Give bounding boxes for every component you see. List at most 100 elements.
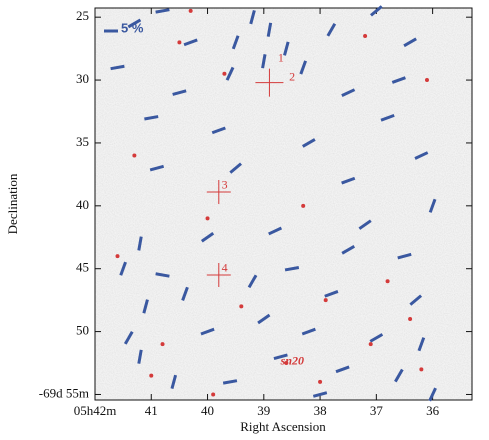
polarization-vector <box>123 331 134 345</box>
red-dot <box>318 379 323 384</box>
red-dot <box>177 40 182 45</box>
polarization-vector <box>229 162 242 174</box>
y-axis-label: Declination <box>5 173 20 234</box>
red-dot <box>160 342 165 347</box>
image-noise <box>95 8 472 400</box>
polarization-vector <box>301 327 316 336</box>
polarization-vector <box>183 38 198 47</box>
x-axis-label: Right Ascension <box>240 419 326 434</box>
polarization-vector <box>283 41 290 56</box>
polarization-vector <box>273 353 288 360</box>
polarization-vector <box>170 374 178 390</box>
annotation: 2 <box>289 69 295 83</box>
polarization-vector <box>341 176 356 185</box>
polarization-vector <box>341 88 356 97</box>
polarization-vector <box>200 232 215 243</box>
polarization-vector <box>394 368 404 383</box>
polarization-vector <box>172 89 187 96</box>
polarization-vector <box>200 327 215 336</box>
polarization-vector <box>127 18 142 29</box>
red-dot <box>323 298 328 303</box>
red-dot <box>368 342 373 347</box>
polarization-vector <box>155 8 170 14</box>
polarization-vector <box>380 113 395 122</box>
cross-marker <box>206 262 231 287</box>
polarization-vector <box>341 245 356 255</box>
polarization-vector <box>417 337 426 352</box>
red-dot <box>188 8 193 13</box>
x-tick-label: 41 <box>145 403 158 418</box>
polarization-vector <box>335 365 350 374</box>
red-dot <box>211 392 216 397</box>
red-dot <box>385 279 390 284</box>
polarization-vector <box>119 261 127 276</box>
polarization-vector <box>302 138 316 148</box>
polarization-vector <box>324 290 339 298</box>
polarization-vector <box>149 164 165 172</box>
annotation: 4 <box>222 260 228 274</box>
plot-frame <box>94 7 473 401</box>
polarization-vector <box>181 286 189 301</box>
polarization-vector <box>110 64 125 71</box>
x-tick-label: 39 <box>257 403 270 418</box>
polarization-vector <box>266 22 273 37</box>
polarization-vector <box>268 226 283 236</box>
polarization-vector <box>257 313 271 325</box>
red-dot <box>424 78 429 83</box>
polarization-vector <box>284 266 300 272</box>
polarization-vector <box>369 333 384 343</box>
annotation: 1 <box>278 50 284 64</box>
polarization-vector <box>370 5 383 17</box>
red-dot <box>149 373 154 378</box>
red-dot <box>132 153 137 158</box>
polarization-vector <box>397 252 412 260</box>
polarization-vector <box>358 219 372 230</box>
y-tick-label: -69d 55m <box>39 385 89 400</box>
y-tick-label: 50 <box>76 323 89 338</box>
y-tick-label: 40 <box>76 197 89 212</box>
polarization-vector <box>137 349 143 364</box>
annotation: sn20 <box>280 354 304 368</box>
red-dot <box>408 317 413 322</box>
red-dot <box>284 361 289 366</box>
polarization-vector <box>155 272 170 278</box>
red-dot <box>419 367 424 372</box>
polarization-vector <box>414 151 429 160</box>
polarization-vector <box>211 126 226 135</box>
polarization-vector <box>249 10 256 25</box>
polarization-vector <box>142 299 149 314</box>
red-dot <box>222 71 227 76</box>
red-dot <box>115 254 120 259</box>
polarization-vector <box>225 66 235 81</box>
polarization-vector <box>428 198 437 213</box>
polarization-vector <box>326 22 337 37</box>
y-tick-label: 45 <box>76 260 89 275</box>
red-dot <box>239 304 244 309</box>
red-dot <box>205 216 210 221</box>
polarization-vector <box>261 54 267 69</box>
scale-label: 5 % <box>121 20 144 35</box>
polarization-vector <box>299 60 307 75</box>
polarization-vector <box>428 387 437 402</box>
x-tick-label: 37 <box>370 403 384 418</box>
x-tick-label: 38 <box>314 403 327 418</box>
polarization-vector <box>231 35 240 50</box>
cross-marker <box>206 179 231 204</box>
x-tick-label: 36 <box>426 403 440 418</box>
x-tick-label: 05h42m <box>74 403 117 418</box>
red-dot <box>363 34 368 39</box>
polarization-vector <box>391 76 406 84</box>
polarization-vector <box>137 236 143 251</box>
polarization-vector <box>403 37 417 48</box>
y-tick-label: 25 <box>76 8 89 23</box>
polarization-vector <box>409 294 423 306</box>
polarization-vector <box>222 379 238 385</box>
polarization-vector <box>247 274 258 289</box>
y-tick-label: 30 <box>76 71 89 86</box>
polarization-vector <box>144 115 159 121</box>
cross-marker <box>255 68 284 97</box>
y-tick-label: 35 <box>76 134 89 149</box>
polarization-vector <box>312 391 328 398</box>
x-tick-label: 40 <box>201 403 214 418</box>
